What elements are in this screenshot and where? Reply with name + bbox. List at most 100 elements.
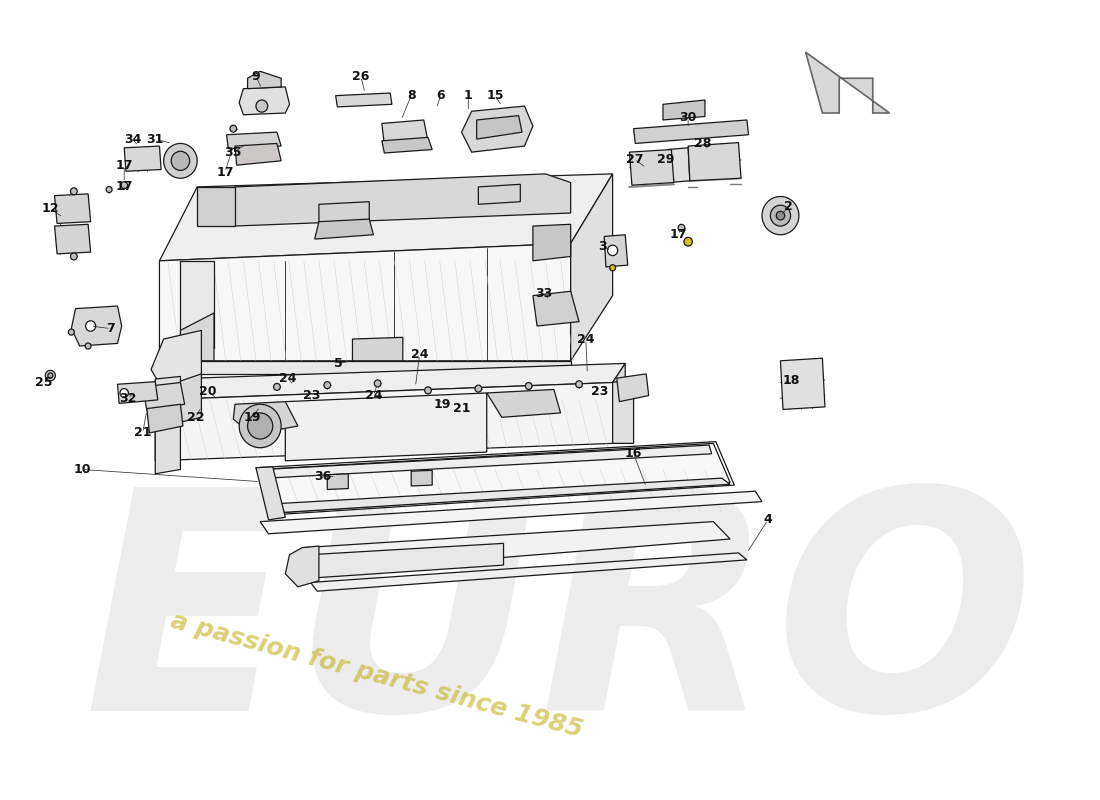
- Text: 24: 24: [365, 389, 382, 402]
- Polygon shape: [532, 291, 579, 326]
- Polygon shape: [160, 243, 571, 361]
- Polygon shape: [411, 470, 432, 486]
- Text: 5: 5: [333, 357, 342, 370]
- Polygon shape: [310, 543, 504, 578]
- Text: 29: 29: [657, 153, 674, 166]
- Circle shape: [68, 329, 75, 335]
- Polygon shape: [72, 306, 122, 346]
- Circle shape: [475, 385, 482, 392]
- Polygon shape: [571, 174, 613, 361]
- Circle shape: [70, 188, 77, 194]
- Polygon shape: [118, 382, 157, 403]
- Polygon shape: [462, 106, 532, 152]
- Text: 24: 24: [411, 348, 428, 362]
- Text: 17: 17: [116, 158, 133, 172]
- Text: 24: 24: [279, 372, 297, 385]
- Text: 3: 3: [598, 239, 607, 253]
- Polygon shape: [151, 330, 201, 391]
- Text: 7: 7: [107, 322, 116, 335]
- Polygon shape: [261, 491, 762, 534]
- Circle shape: [274, 383, 280, 390]
- Text: 33: 33: [536, 287, 552, 300]
- Polygon shape: [180, 313, 214, 361]
- Polygon shape: [143, 382, 185, 410]
- Text: 16: 16: [625, 447, 642, 460]
- Circle shape: [256, 100, 267, 112]
- Polygon shape: [336, 93, 392, 107]
- Text: 25: 25: [35, 376, 53, 389]
- Circle shape: [70, 253, 77, 260]
- Circle shape: [607, 245, 618, 255]
- Text: 6: 6: [437, 89, 444, 102]
- Polygon shape: [478, 184, 520, 204]
- Polygon shape: [352, 338, 403, 361]
- Circle shape: [230, 125, 236, 132]
- Polygon shape: [155, 382, 613, 461]
- Text: 10: 10: [74, 463, 91, 476]
- Polygon shape: [302, 522, 730, 574]
- Polygon shape: [55, 224, 90, 254]
- Polygon shape: [124, 146, 161, 171]
- Circle shape: [575, 381, 582, 388]
- Polygon shape: [239, 87, 289, 114]
- Polygon shape: [663, 100, 705, 120]
- Polygon shape: [261, 443, 730, 513]
- Text: 17: 17: [217, 166, 233, 178]
- Polygon shape: [613, 378, 634, 443]
- Polygon shape: [264, 445, 712, 478]
- Text: 30: 30: [680, 111, 696, 124]
- Polygon shape: [55, 194, 90, 223]
- Polygon shape: [617, 374, 649, 402]
- Text: 22: 22: [187, 411, 205, 424]
- Polygon shape: [197, 187, 235, 226]
- Text: 2: 2: [784, 201, 793, 214]
- Polygon shape: [604, 234, 628, 267]
- Text: 27: 27: [626, 153, 644, 166]
- Text: 17: 17: [116, 181, 133, 194]
- Text: 34: 34: [124, 133, 141, 146]
- Polygon shape: [476, 116, 522, 139]
- Polygon shape: [532, 224, 571, 261]
- Text: 24: 24: [578, 333, 594, 346]
- Text: 17: 17: [669, 228, 686, 242]
- Circle shape: [770, 205, 791, 226]
- Text: 19: 19: [433, 398, 451, 410]
- Polygon shape: [147, 404, 183, 433]
- Text: 23: 23: [304, 389, 321, 402]
- Polygon shape: [164, 374, 201, 426]
- Polygon shape: [310, 553, 747, 591]
- Text: 36: 36: [315, 470, 332, 483]
- Circle shape: [425, 387, 431, 394]
- Circle shape: [45, 370, 55, 381]
- Circle shape: [47, 373, 53, 378]
- Polygon shape: [315, 219, 373, 239]
- Text: 4: 4: [763, 514, 772, 526]
- Circle shape: [121, 182, 128, 189]
- Text: 20: 20: [199, 385, 217, 398]
- Circle shape: [172, 151, 189, 170]
- Text: 28: 28: [694, 137, 711, 150]
- Polygon shape: [267, 478, 730, 513]
- Polygon shape: [613, 363, 625, 443]
- Polygon shape: [629, 150, 674, 185]
- Text: 19: 19: [243, 411, 261, 424]
- Circle shape: [777, 211, 784, 220]
- Circle shape: [323, 382, 331, 389]
- Text: 31: 31: [146, 133, 164, 146]
- Polygon shape: [235, 174, 571, 226]
- Polygon shape: [382, 138, 432, 153]
- Polygon shape: [634, 120, 749, 143]
- Circle shape: [239, 404, 282, 448]
- Text: a passion for parts since 1985: a passion for parts since 1985: [168, 609, 585, 742]
- Circle shape: [107, 186, 112, 193]
- Polygon shape: [155, 377, 180, 474]
- Polygon shape: [689, 142, 741, 181]
- Circle shape: [86, 321, 96, 331]
- Text: 15: 15: [486, 89, 504, 102]
- Text: 21: 21: [453, 402, 471, 415]
- Text: 26: 26: [352, 70, 370, 83]
- Polygon shape: [160, 174, 613, 261]
- Polygon shape: [328, 474, 349, 490]
- Polygon shape: [319, 202, 370, 224]
- Circle shape: [526, 382, 532, 390]
